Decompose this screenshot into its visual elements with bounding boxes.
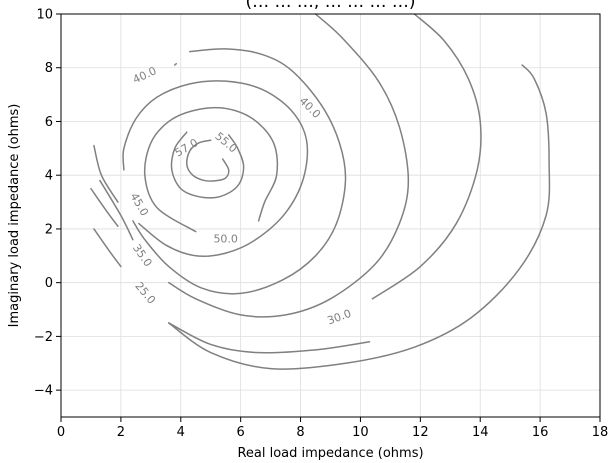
plot-frame xyxy=(60,13,601,418)
contour-line-30 xyxy=(90,187,119,227)
chart-title: (… … …, … … … …) xyxy=(245,0,415,12)
contour-label: 30.0 xyxy=(326,307,353,328)
y-tick-label: 4 xyxy=(45,169,53,184)
y-tick-label: −2 xyxy=(34,330,53,345)
contour-label: 25.0 xyxy=(132,280,158,307)
axis-ticks: 0 2 4 6 8 10 12 14 16 18 −4 −2 0 2 4 6 8 10 xyxy=(34,8,608,441)
contour-line-50 xyxy=(143,106,279,233)
contour-line-55 xyxy=(170,131,245,199)
contour-line-30 xyxy=(168,322,371,354)
y-tick-label: 10 xyxy=(36,8,53,23)
contour-label: 35.0 xyxy=(130,242,155,270)
y-tick-label: −4 xyxy=(34,384,53,399)
x-tick-label: 18 xyxy=(592,425,609,440)
x-tick-label: 2 xyxy=(117,425,125,440)
x-tick-label: 12 xyxy=(412,425,429,440)
x-tick-label: 8 xyxy=(296,425,304,440)
contour-line-35 xyxy=(99,179,134,241)
y-tick-label: 2 xyxy=(45,222,53,237)
contour-label: 50.0 xyxy=(213,233,238,246)
x-axis-title: Real load impedance (ohms) xyxy=(237,446,423,461)
x-tick-label: 16 xyxy=(532,425,549,440)
contour-line-57 xyxy=(185,139,230,182)
x-tick-label: 4 xyxy=(177,425,185,440)
y-tick-label: 6 xyxy=(45,115,53,130)
contour-line-25 xyxy=(93,228,122,268)
x-tick-label: 14 xyxy=(472,425,489,440)
x-tick-label: 0 xyxy=(57,425,65,440)
contour-lines xyxy=(90,13,551,370)
x-tick-label: 6 xyxy=(237,425,245,440)
contour-label: 45.0 xyxy=(128,191,152,219)
y-axis-title: Imaginary load impedance (ohms) xyxy=(7,104,22,328)
contour-line-40 xyxy=(174,62,178,66)
contour-line-45 xyxy=(122,80,309,258)
contour-line-20 xyxy=(93,144,119,203)
x-tick-label: 10 xyxy=(352,425,369,440)
y-tick-label: 8 xyxy=(45,61,53,76)
contour-line-40 xyxy=(132,48,347,295)
y-tick-label: 0 xyxy=(45,276,53,291)
contour-line-30 xyxy=(371,13,482,300)
contour-label: 55.0 xyxy=(212,130,239,156)
contour-line-35 xyxy=(168,13,410,318)
contour-line-25 xyxy=(168,64,551,370)
contour-label: 57.0 xyxy=(173,136,201,160)
